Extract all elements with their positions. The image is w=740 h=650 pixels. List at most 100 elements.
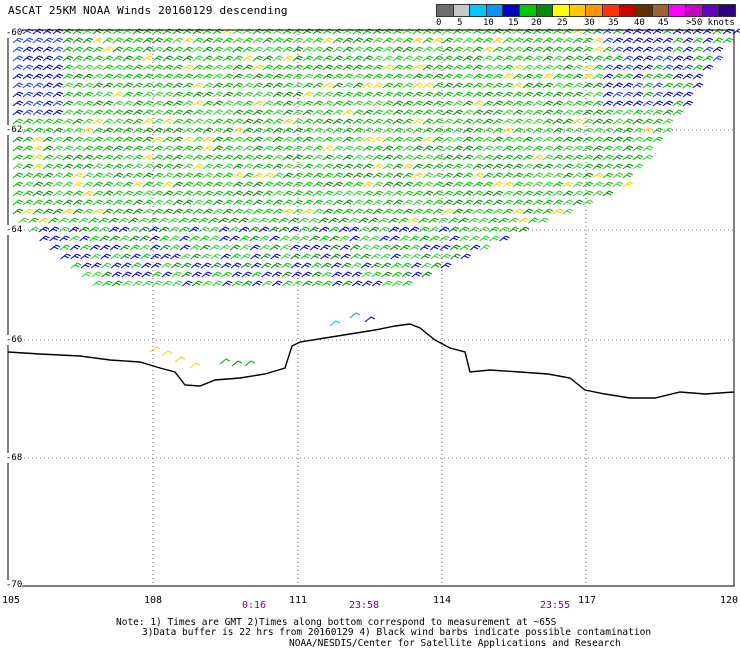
wind-barb-965 — [72, 154, 84, 161]
wind-barb-1286 — [172, 199, 184, 206]
time-label-3: 23:55 — [540, 600, 571, 611]
wind-barb-537 — [432, 91, 444, 98]
wind-barb-1110 — [252, 172, 264, 179]
wind-barb-1644 — [320, 262, 332, 269]
wind-barb-1677 — [281, 271, 292, 278]
wind-barb-1632 — [200, 262, 212, 269]
wind-barb-966 — [82, 154, 94, 161]
wind-barb-1516 — [329, 235, 340, 242]
wind-barb-1529 — [459, 235, 470, 242]
wind-barb-905 — [112, 145, 124, 152]
wind-barb-336 — [502, 64, 514, 71]
wind-barb-932 — [382, 145, 394, 152]
wind-barb-1273 — [42, 199, 54, 206]
wind-barb-887 — [582, 136, 594, 143]
wind-barb-1288 — [192, 199, 204, 206]
wind-barb-694 — [642, 109, 654, 116]
wind-barb-1401 — [188, 217, 199, 224]
wind-barb-574 — [122, 100, 134, 107]
wind-barb-1373 — [462, 208, 474, 215]
wind-barb-1102 — [172, 172, 184, 179]
wind-barb-1426 — [438, 217, 449, 224]
wind-barb-1078 — [562, 163, 574, 170]
wind-barb-1122 — [372, 172, 384, 179]
wind-barb-605 — [432, 100, 444, 107]
wind-barb-1634 — [220, 262, 232, 269]
wind-barb-1233 — [242, 190, 254, 197]
wind-barb-1131 — [462, 172, 474, 179]
wind-barb-458 — [332, 82, 344, 89]
wind-barb-383 — [272, 73, 284, 80]
wind-barb-823 — [602, 127, 614, 134]
wind-barb-459 — [342, 82, 354, 89]
wind-barb-625 — [632, 100, 644, 107]
wind-barb-732 — [352, 118, 364, 125]
wind-barb-164 — [202, 46, 214, 53]
wind-barb-119 — [472, 37, 484, 44]
wind-barb-1072 — [502, 163, 514, 170]
wind-barb-1197 — [502, 181, 514, 188]
wind-barb-1665 — [161, 271, 172, 278]
wind-barb-790 — [272, 127, 284, 134]
wind-barb-395 — [392, 73, 404, 80]
wind-barb-1438 — [38, 226, 50, 233]
wind-barb-1061 — [392, 163, 404, 170]
wind-barb-350 — [642, 64, 654, 71]
wind-barb-1582 — [100, 253, 111, 260]
wind-barb-125 — [532, 37, 544, 44]
wind-barb-235 — [202, 55, 214, 62]
wind-barb-572 — [102, 100, 114, 107]
wind-barb-1263 — [542, 190, 554, 197]
wind-barb-463 — [382, 82, 394, 89]
wind-barb-654 — [242, 109, 254, 116]
wind-barb-1586 — [140, 253, 151, 260]
wind-barb-314 — [282, 64, 294, 71]
wind-barb-1371 — [442, 208, 454, 215]
wind-barb-906 — [122, 145, 134, 152]
wind-barb-1118 — [332, 172, 344, 179]
wind-barb-174 — [302, 46, 314, 53]
wind-barb-1693 — [101, 280, 113, 287]
wind-barb-680 — [502, 109, 514, 116]
wind-barb-489 — [642, 82, 654, 89]
wind-barb-1534 — [49, 244, 61, 251]
wind-barb-601 — [392, 100, 404, 107]
wind-barb-729 — [322, 118, 334, 125]
wind-barb-1639 — [270, 262, 282, 269]
wind-barb-1232 — [232, 190, 244, 197]
wind-barb-1690 — [411, 271, 422, 278]
wind-barb-253 — [382, 55, 394, 62]
wind-barb-1141 — [562, 172, 574, 179]
wind-barb-587 — [252, 100, 264, 107]
wind-barb-833 — [42, 136, 54, 143]
wind-barb-1649 — [370, 262, 382, 269]
wind-barb-607 — [452, 100, 464, 107]
wind-barb-1267 — [582, 190, 594, 197]
wind-barb-276 — [612, 55, 624, 62]
wind-barb-248 — [332, 55, 344, 62]
wind-barb-1562 — [329, 244, 341, 251]
wind-barb-354 — [682, 64, 694, 71]
wind-barb-1001 — [432, 154, 444, 161]
wind-barb-685 — [552, 109, 564, 116]
wind-barb-1099 — [142, 172, 154, 179]
wind-barb-633 — [32, 109, 44, 116]
wind-barb-1222 — [132, 190, 144, 197]
wind-barb-635 — [52, 109, 64, 116]
wind-barb-1557 — [279, 244, 291, 251]
wind-barb-1661 — [121, 271, 132, 278]
wind-barb-438 — [132, 82, 144, 89]
wind-barb-891 — [622, 136, 634, 143]
wind-barb-597 — [352, 100, 364, 107]
wind-barb-993 — [352, 154, 364, 161]
wind-barb-672 — [422, 109, 434, 116]
wind-barb-1237 — [282, 190, 294, 197]
wind-barb-1725 — [161, 350, 173, 357]
wind-barb-1576 — [469, 244, 481, 251]
wind-barb-1100 — [152, 172, 164, 179]
wind-barb-241 — [262, 55, 274, 62]
wind-barb-1070 — [482, 163, 494, 170]
wind-barb-1395 — [128, 217, 139, 224]
wind-barb-1221 — [122, 190, 134, 197]
